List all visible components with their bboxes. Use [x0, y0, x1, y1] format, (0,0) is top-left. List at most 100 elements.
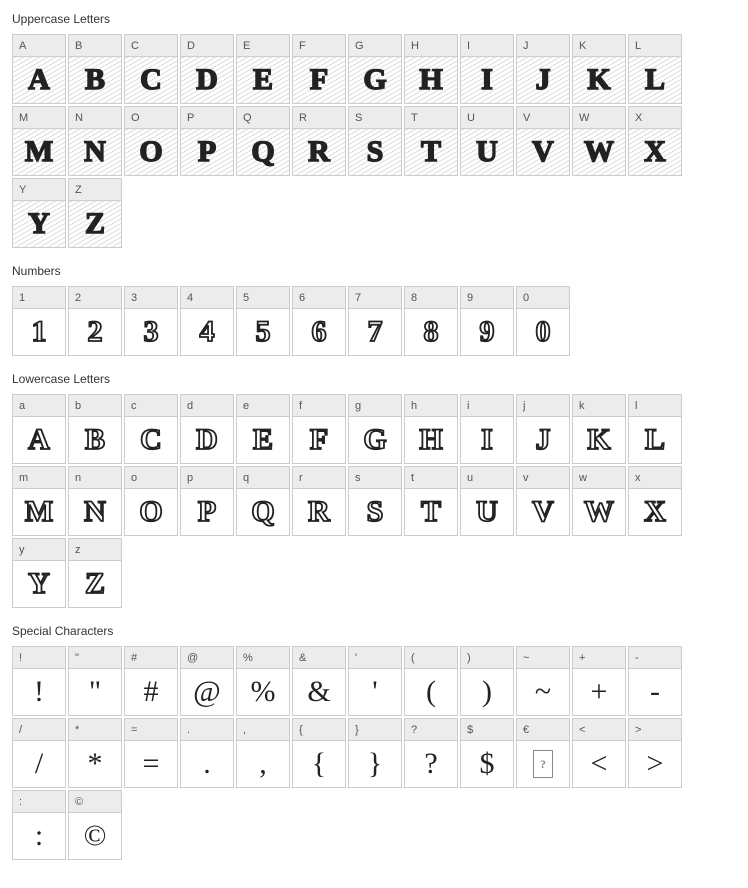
glyph-cell-label: w: [573, 467, 625, 489]
glyph-cell-label: 3: [125, 287, 177, 309]
glyph-cell-glyph: I: [461, 57, 513, 103]
glyph-char: T: [421, 135, 441, 169]
glyph-cell-glyph: K: [573, 417, 625, 463]
glyph-char: U: [476, 495, 498, 529]
glyph-cell-glyph: 6: [293, 309, 345, 355]
glyph-cell-glyph: !: [13, 669, 65, 715]
glyph-cell-glyph: S: [349, 489, 401, 535]
glyph-cell: ==: [124, 718, 178, 788]
glyph-cell-glyph: 0: [517, 309, 569, 355]
glyph-cell: ::: [12, 790, 66, 860]
glyph-cell: 77: [348, 286, 402, 356]
glyph-cell: JJ: [516, 34, 570, 104]
glyph-char: 7: [368, 315, 383, 349]
glyph-grid: aAbBcCdDeEfFgGhHiIjJkKlLmMnNoOpPqQrRsStT…: [12, 394, 736, 608]
glyph-cell-glyph: 7: [349, 309, 401, 355]
glyph-char: N: [84, 135, 106, 169]
glyph-cell-glyph: Y: [13, 201, 65, 247]
glyph-char: 0: [536, 315, 551, 349]
glyph-cell-glyph: A: [13, 57, 65, 103]
glyph-placeholder: ?: [533, 750, 553, 778]
glyph-grid: AABBCCDDEEFFGGHHIIJJKKLLMMNNOOPPQQRRSSTT…: [12, 34, 736, 248]
glyph-cell: BB: [68, 34, 122, 104]
glyph-char: *: [88, 747, 103, 781]
glyph-char: 3: [144, 315, 159, 349]
glyph-cell: hH: [404, 394, 458, 464]
glyph-cell: kK: [572, 394, 626, 464]
glyph-char: #: [144, 675, 159, 709]
glyph-cell-label: 7: [349, 287, 401, 309]
glyph-cell-glyph: 2: [69, 309, 121, 355]
glyph-cell-label: y: [13, 539, 65, 561]
glyph-cell-label: $: [461, 719, 513, 741]
glyph-cell: <<: [572, 718, 626, 788]
glyph-cell-label: r: [293, 467, 345, 489]
glyph-cell: lL: [628, 394, 682, 464]
glyph-cell: ((: [404, 646, 458, 716]
glyph-cell-glyph: N: [69, 129, 121, 175]
glyph-char: C: [140, 423, 162, 457]
glyph-cell-label: k: [573, 395, 625, 417]
glyph-cell: dD: [180, 394, 234, 464]
glyph-cell-label: o: [125, 467, 177, 489]
glyph-char: F: [310, 423, 328, 457]
glyph-cell-label: (: [405, 647, 457, 669]
glyph-cell-glyph: 5: [237, 309, 289, 355]
glyph-cell-label: F: [293, 35, 345, 57]
glyph-cell-label: t: [405, 467, 457, 489]
glyph-cell: ©©: [68, 790, 122, 860]
glyph-cell-glyph: U: [461, 489, 513, 535]
glyph-cell-glyph: ': [349, 669, 401, 715]
glyph-cell: --: [628, 646, 682, 716]
glyph-cell-label: B: [69, 35, 121, 57]
glyph-cell-glyph: 8: [405, 309, 457, 355]
glyph-cell: CC: [124, 34, 178, 104]
glyph-cell-glyph: H: [405, 57, 457, 103]
glyph-cell-glyph: L: [629, 417, 681, 463]
glyph-cell-label: O: [125, 107, 177, 129]
glyph-cell: "": [68, 646, 122, 716]
section: Numbers11223344556677889900: [12, 264, 736, 356]
glyph-cell-label: ,: [237, 719, 289, 741]
font-chart-root: Uppercase LettersAABBCCDDEEFFGGHHIIJJKKL…: [12, 12, 736, 860]
glyph-cell-glyph: <: [573, 741, 625, 787]
glyph-cell-glyph: .: [181, 741, 233, 787]
glyph-cell-label: Q: [237, 107, 289, 129]
glyph-cell-label: 5: [237, 287, 289, 309]
glyph-cell: '': [348, 646, 402, 716]
glyph-cell-label: T: [405, 107, 457, 129]
glyph-cell: ~~: [516, 646, 570, 716]
glyph-cell-label: u: [461, 467, 513, 489]
glyph-cell: jJ: [516, 394, 570, 464]
glyph-char: J: [536, 63, 551, 97]
glyph-cell-glyph: G: [349, 57, 401, 103]
glyph-cell-label: #: [125, 647, 177, 669]
glyph-cell: UU: [460, 106, 514, 176]
glyph-cell: 00: [516, 286, 570, 356]
glyph-cell-glyph: K: [573, 57, 625, 103]
glyph-cell-label: =: [125, 719, 177, 741]
glyph-cell-glyph: S: [349, 129, 401, 175]
glyph-cell: NN: [68, 106, 122, 176]
glyph-cell: SS: [348, 106, 402, 176]
glyph-cell-label: n: [69, 467, 121, 489]
glyph-cell: }}: [348, 718, 402, 788]
glyph-cell-glyph: 1: [13, 309, 65, 355]
glyph-cell-label: A: [13, 35, 65, 57]
glyph-char: ©: [84, 819, 107, 853]
glyph-char: P: [198, 135, 216, 169]
glyph-cell: xX: [628, 466, 682, 536]
glyph-char: T: [421, 495, 441, 529]
glyph-cell: >>: [628, 718, 682, 788]
glyph-cell-label: I: [461, 35, 513, 57]
glyph-char: 5: [256, 315, 271, 349]
glyph-char: S: [367, 135, 384, 169]
glyph-char: 8: [424, 315, 439, 349]
glyph-cell: vV: [516, 466, 570, 536]
glyph-cell-label: l: [629, 395, 681, 417]
glyph-cell-label: ©: [69, 791, 121, 813]
glyph-cell-glyph: &: [293, 669, 345, 715]
glyph-cell-label: i: [461, 395, 513, 417]
glyph-cell-glyph: U: [461, 129, 513, 175]
glyph-char: O: [139, 495, 162, 529]
